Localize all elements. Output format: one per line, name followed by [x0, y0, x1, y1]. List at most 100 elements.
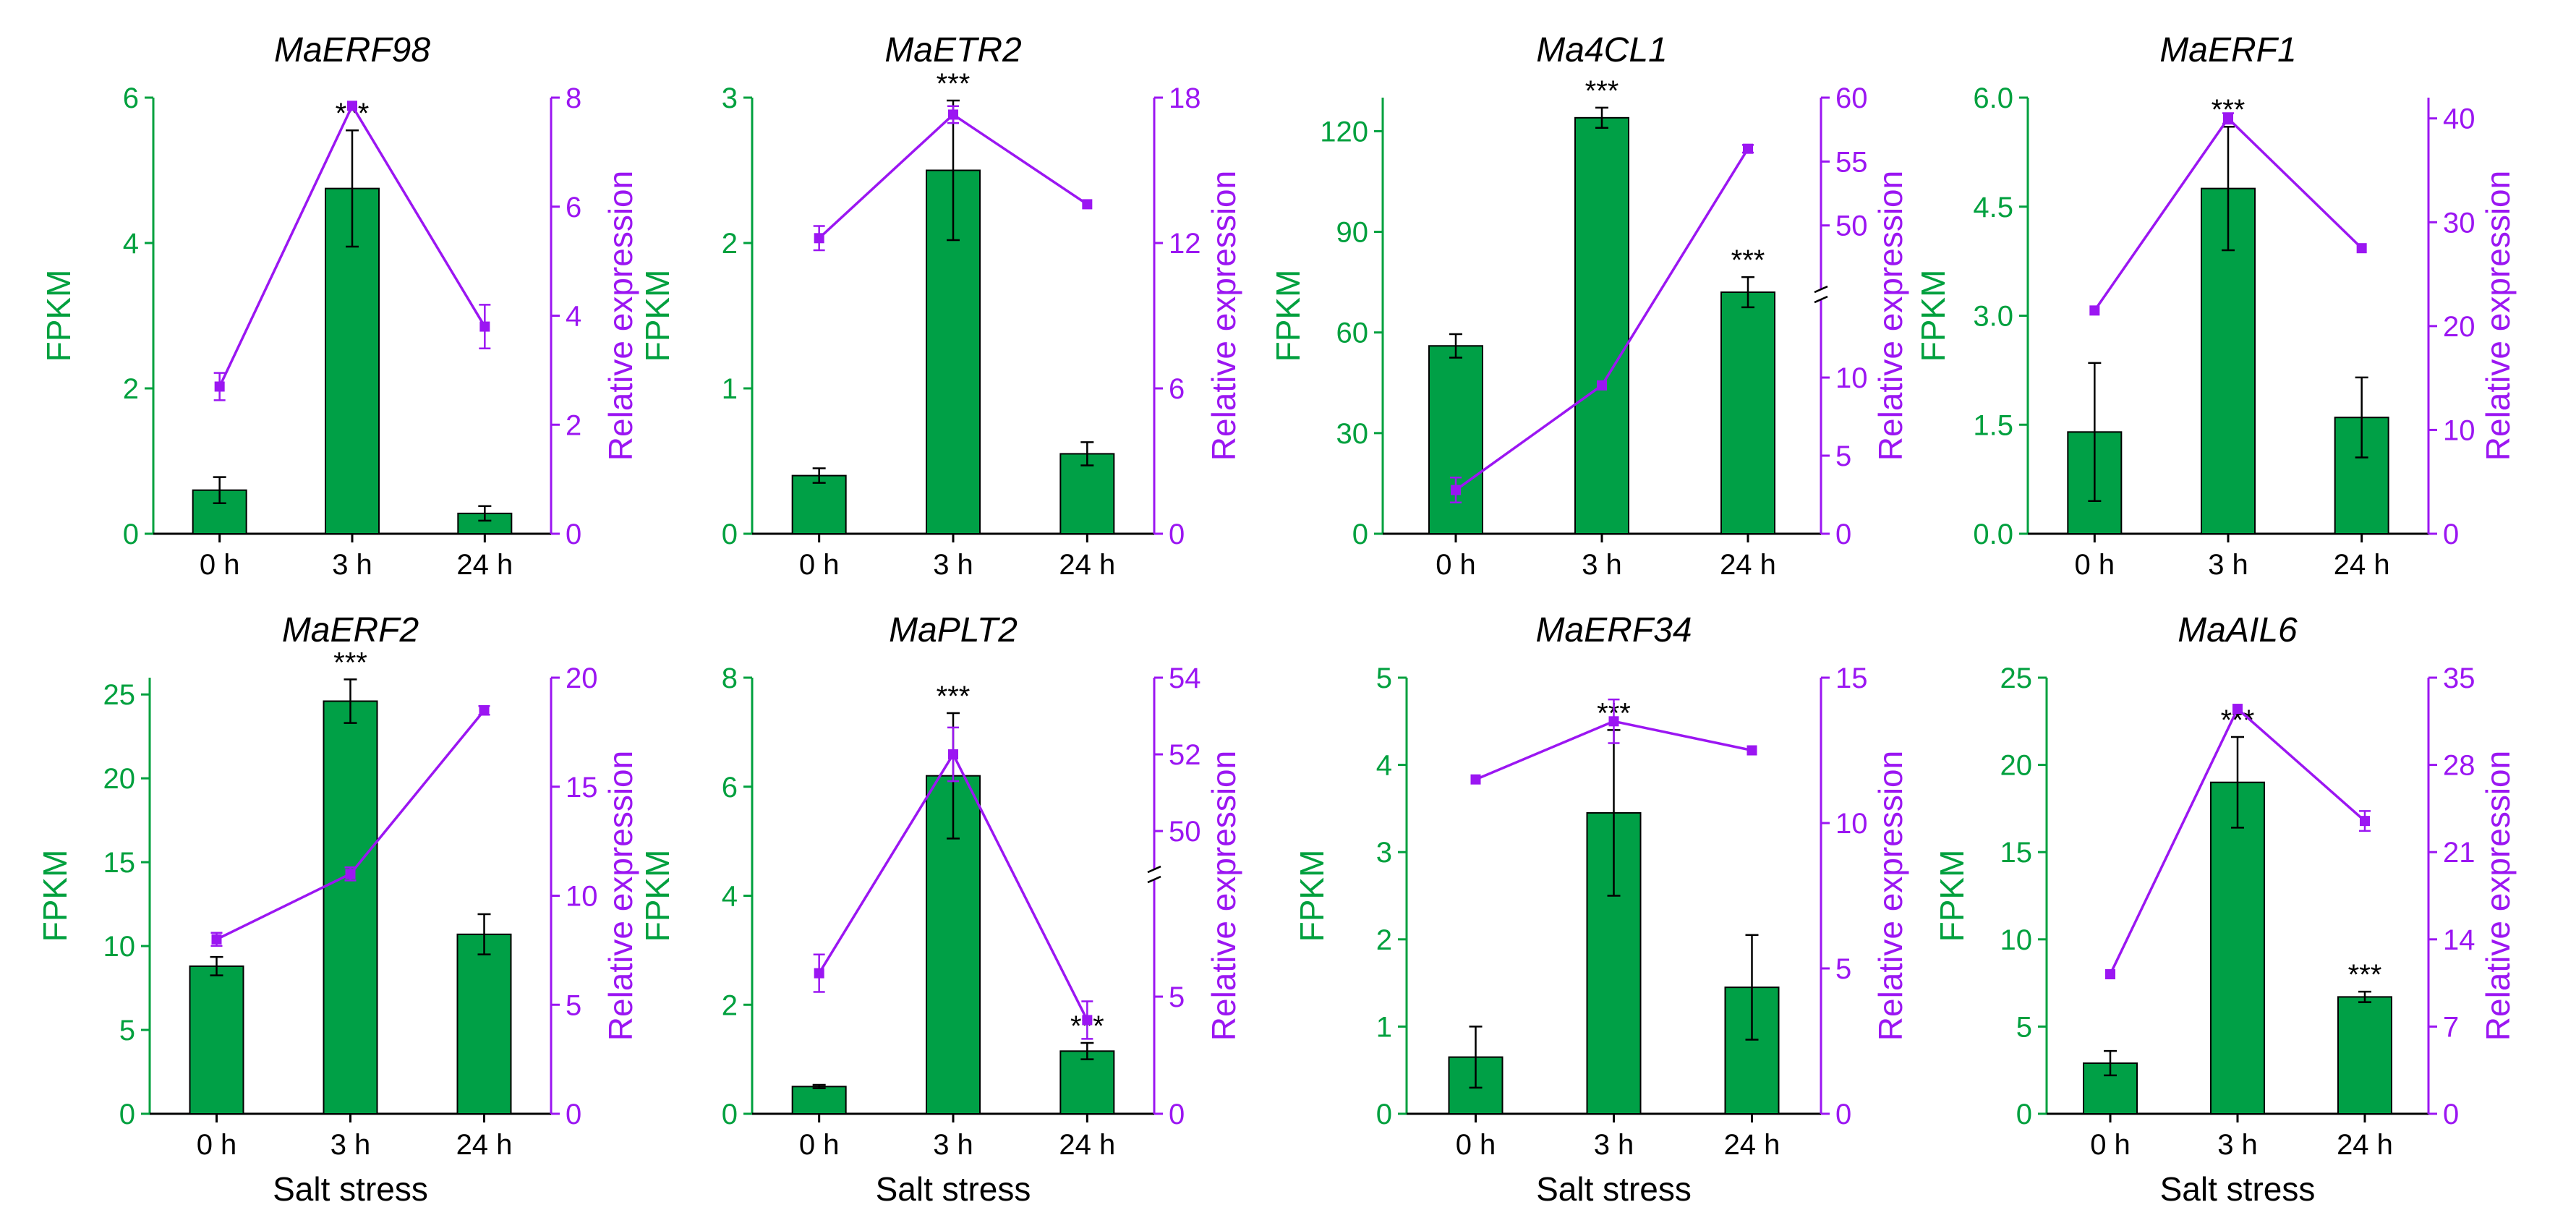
x-tick-label: 3 h [933, 1129, 973, 1161]
x-tick-label: 24 h [1059, 549, 1115, 581]
left-tick-label: 0 [2016, 1099, 2032, 1130]
x-tick-label: 0 h [2090, 1129, 2131, 1161]
left-tick-label: 0 [722, 1099, 738, 1130]
x-tick-label: 3 h [2217, 1129, 2258, 1161]
right-tick-label: 21 [2443, 837, 2475, 869]
right-tick-label: 5 [1835, 953, 1851, 985]
fpkm-bar-0h [791, 474, 847, 534]
right-axis-label: Relative expression [602, 751, 639, 1041]
right-tick-label: 10 [1835, 362, 1868, 394]
left-axis-label: FPKM [1933, 850, 1971, 942]
right-tick-label: 0 [2443, 1099, 2459, 1130]
left-tick-label: 6 [123, 82, 139, 114]
chart-title: MaERF34 [1535, 611, 1692, 649]
right-tick-label: 52 [1169, 739, 1201, 771]
left-tick-label: 60 [1336, 318, 1369, 349]
x-tick-label: 0 h [200, 549, 240, 581]
right-tick-label: 0 [2443, 519, 2459, 550]
right-tick-label: 20 [2443, 311, 2475, 343]
left-tick-label: 4.5 [1973, 192, 2013, 223]
fpkm-error-bar [812, 1083, 826, 1089]
x-tick-label: 3 h [933, 549, 973, 581]
chart-panel-MaERF34: MaERF34 0 1 2 3 4 5 0 5 10 15 FPKM Relative expressi… [1293, 611, 1909, 1208]
x-tick-label: 0 h [799, 1129, 840, 1161]
left-axis-label: FPKM [1914, 270, 1952, 362]
left-tick-label: 25 [2000, 662, 2033, 694]
fpkm-error-bar [2358, 990, 2371, 1003]
x-tick-label: 0 h [197, 1129, 237, 1161]
x-tick-label: 0 h [799, 549, 840, 581]
fpkm-error-bar [478, 505, 492, 522]
x-axis-label: Salt stress [273, 1170, 428, 1208]
relative-point-3h [345, 869, 356, 879]
right-tick-label: 40 [2443, 103, 2475, 135]
x-tick-label: 24 h [456, 549, 513, 581]
x-axis-label: Salt stress [876, 1170, 1031, 1208]
left-tick-label: 10 [2000, 924, 2033, 956]
axis-break-mark [1814, 295, 1828, 304]
right-tick-label: 10 [2443, 414, 2475, 446]
fpkm-error-bar [1595, 106, 1608, 129]
fpkm-bar-24h [1059, 1050, 1115, 1115]
left-tick-label: 3 [722, 82, 738, 114]
right-tick-label: 30 [2443, 207, 2475, 239]
relative-point-24h [2356, 243, 2367, 254]
fpkm-bar-24h [456, 933, 512, 1115]
right-tick-label: 5 [1835, 440, 1851, 472]
relative-point-3h [2232, 704, 2243, 715]
right-tick-label: 12 [1169, 228, 1201, 260]
significance-marker: *** [333, 647, 367, 678]
significance-marker: *** [937, 681, 971, 712]
chart-panel-MaERF2: MaERF2 0 5 10 15 20 25 0 5 10 15 20 FPKM Relative exp… [36, 611, 639, 1208]
right-axis-label: Relative expression [1205, 751, 1242, 1041]
relative-point-3h [1597, 380, 1607, 391]
right-tick-label: 20 [566, 662, 598, 694]
left-tick-label: 25 [103, 679, 136, 711]
chart-title: MaERF1 [2159, 31, 2296, 69]
left-tick-label: 5 [2016, 1011, 2032, 1043]
fpkm-error-bar [344, 678, 357, 724]
relative-point-24h [1082, 1015, 1093, 1026]
x-tick-label: 0 h [2075, 549, 2115, 581]
right-axis-label: Relative expression [2479, 171, 2517, 461]
relative-point-0h [1451, 485, 1461, 495]
relative-point-24h [2360, 816, 2370, 827]
right-tick-label: 60 [1835, 82, 1868, 114]
right-tick-label: 8 [566, 82, 581, 114]
left-tick-label: 15 [2000, 837, 2033, 869]
relative-point-3h [347, 101, 357, 111]
x-tick-label: 24 h [2337, 1129, 2393, 1161]
right-tick-label: 55 [1835, 146, 1868, 178]
left-tick-label: 6.0 [1973, 82, 2013, 114]
left-tick-label: 1 [722, 373, 738, 405]
right-tick-label: 0 [1835, 1099, 1851, 1130]
chart-panel-MaERF1: MaERF1 0.0 1.5 3.0 4.5 6.0 0 10 20 30 40 FPKM Relati… [1914, 31, 2517, 581]
fpkm-error-bar [2088, 362, 2102, 503]
x-axis-label: Salt stress [2160, 1170, 2316, 1208]
right-axis-label: Relative expression [1872, 171, 1909, 461]
right-tick-label: 50 [1169, 816, 1201, 848]
chart-title: MaAIL6 [2178, 611, 2298, 649]
left-tick-label: 5 [119, 1015, 135, 1047]
right-tick-label: 50 [1835, 210, 1868, 242]
right-tick-label: 10 [566, 881, 598, 913]
left-tick-label: 0.0 [1973, 519, 2013, 550]
fpkm-bar-24h [2337, 996, 2392, 1115]
x-tick-label: 0 h [1436, 549, 1476, 581]
fpkm-bar-3h [2210, 781, 2265, 1115]
fpkm-error-bar [213, 476, 226, 505]
relative-point-24h [1082, 199, 1093, 210]
right-tick-label: 35 [2443, 662, 2475, 694]
right-tick-label: 0 [1169, 519, 1185, 550]
chart-panel-MaPLT2: MaPLT2 0 2 4 6 8 0 5 50 52 54 FPKM Relative expressi… [639, 611, 1242, 1208]
fpkm-bar-24h [1720, 291, 1775, 534]
right-tick-label: 0 [566, 519, 581, 550]
x-tick-label: 3 h [1582, 549, 1622, 581]
right-tick-label: 7 [2443, 1011, 2459, 1043]
relative-point-24h [479, 705, 490, 716]
relative-point-0h [814, 968, 824, 979]
fpkm-error-bar [812, 467, 826, 484]
chart-panel-MaERF98: MaERF98 0 2 4 6 0 2 4 6 8 FPKM Relative expression 0… [40, 31, 639, 581]
left-axis-label: FPKM [1293, 850, 1331, 942]
left-tick-label: 8 [722, 662, 738, 694]
